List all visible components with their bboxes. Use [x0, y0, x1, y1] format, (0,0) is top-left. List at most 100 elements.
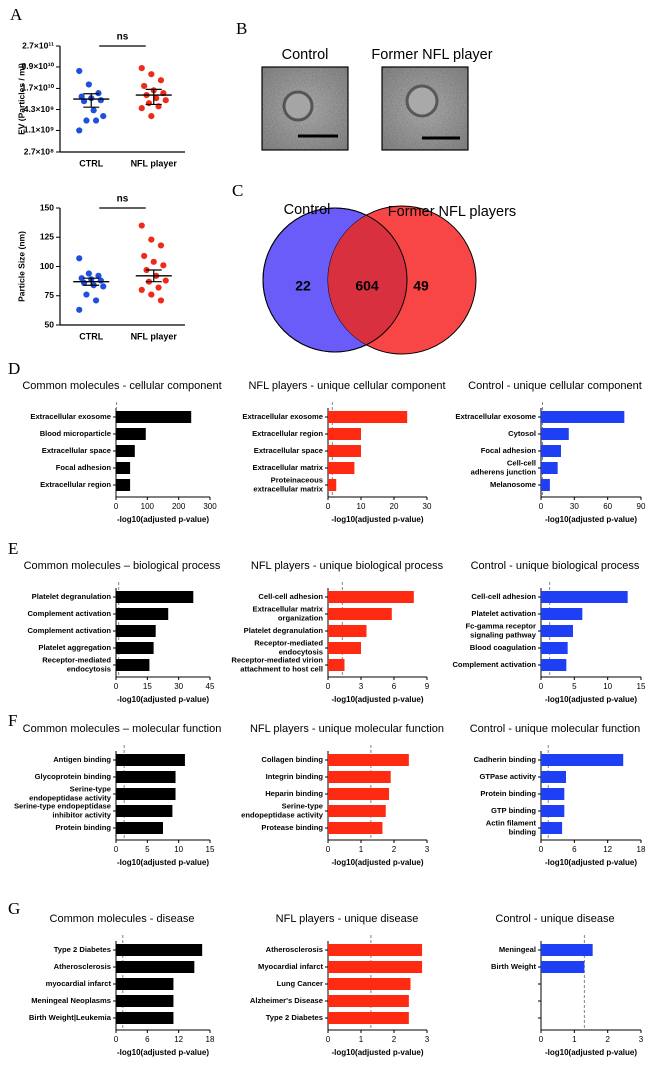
y-tick-label: Serine-type endopeptidase activity [241, 802, 324, 820]
bar [541, 591, 628, 603]
y-tick-label: Extracellular exosome [30, 412, 111, 421]
y-tick-label: 150 [40, 202, 54, 212]
y-tick-label: Protein binding [55, 823, 111, 832]
bar [116, 944, 203, 956]
panel-letter: B [236, 19, 247, 38]
y-tick-label: 100 [40, 261, 54, 271]
x-axis-label: -log10(adjusted p-value) [117, 858, 209, 867]
micrograph [261, 66, 349, 151]
bar [541, 961, 585, 973]
data-point [141, 82, 148, 90]
y-tick-label: Birth Weight [491, 962, 536, 971]
y-tick-label: Platelet degranulation [32, 592, 112, 601]
venn-count: 49 [413, 278, 429, 294]
label-line: Receptor-mediated [42, 656, 111, 665]
bar [116, 642, 154, 654]
data-point [148, 291, 155, 298]
x-tick-label: 60 [603, 502, 612, 511]
y-tick-label: Actin filament binding [486, 819, 537, 837]
bar [541, 642, 568, 654]
error-bar [83, 277, 100, 286]
x-tick-label: 10 [174, 845, 183, 854]
bar [116, 754, 185, 766]
data-point [78, 275, 85, 282]
x-axis-label: -log10(adjusted p-value) [331, 515, 423, 524]
label-line: Actin filament [486, 819, 537, 828]
y-tick-label: Integrin binding [266, 772, 324, 781]
bar [328, 771, 391, 783]
x-tick-label: CTRL [79, 158, 103, 168]
x-tick-label: 0 [114, 502, 119, 511]
bar [541, 445, 561, 457]
bar [328, 805, 386, 817]
y-tick-label: Alzheimer's Disease [250, 996, 323, 1005]
bar [116, 428, 146, 440]
data-point [150, 258, 157, 265]
data-point [162, 97, 169, 104]
x-tick-label: 5 [145, 845, 150, 854]
label-line: adherens junction [471, 468, 537, 477]
bar [116, 805, 173, 817]
y-tick-label: 4.3×10⁹ [24, 104, 54, 114]
data-point [141, 252, 148, 260]
x-tick-label: 1 [359, 845, 364, 854]
y-tick-label: Blood microparticle [40, 429, 111, 438]
bar [328, 625, 367, 637]
y-tick-label: 1.1×10⁹ [24, 125, 54, 135]
y-tick-label: Atherosclerosis [266, 945, 323, 954]
bar [541, 788, 565, 800]
y-tick-label: Extracellular space [254, 446, 323, 455]
bar [541, 625, 573, 637]
y-tick-label: Extracellular region [252, 429, 323, 438]
y-tick-label: Proteinaceous extracellular matrix [253, 476, 323, 494]
panel-letter: A [10, 5, 23, 24]
data-point [145, 100, 153, 107]
y-tick-label: Meningeal Neoplasms [31, 996, 111, 1005]
x-tick-label: 12 [174, 1035, 183, 1044]
y-tick-label: 75 [45, 290, 55, 300]
significance-label: ns [117, 194, 129, 205]
data-point [92, 297, 100, 304]
x-tick-label: 2 [392, 845, 397, 854]
y-tick-label: Fc-gamma receptor signaling pathway [466, 622, 537, 640]
x-tick-label: 0 [326, 845, 331, 854]
label-line: endocytosis [67, 665, 111, 674]
x-axis-label: -log10(adjusted p-value) [117, 515, 209, 524]
data-point [85, 270, 92, 277]
data-point [97, 97, 104, 104]
panel-letter: G [8, 899, 20, 918]
micrograph [381, 66, 469, 151]
bar [541, 479, 550, 491]
y-tick-label: Extracellular exosome [242, 412, 323, 421]
y-tick-label: Cadherin binding [474, 755, 537, 764]
x-tick-label: 0 [326, 682, 331, 691]
x-tick-label: 0 [539, 845, 544, 854]
data-point [157, 297, 165, 304]
y-tick-label: Focal adhesion [56, 463, 112, 472]
panel-letter: F [8, 711, 17, 730]
y-tick-label: myocardial infarct [46, 979, 112, 988]
label-line: endopeptidase activity [241, 811, 324, 820]
x-tick-label: 6 [572, 845, 577, 854]
x-tick-label: 6 [392, 682, 397, 691]
y-tick-label: Blood coagulation [470, 643, 537, 652]
bar [116, 608, 169, 620]
bar [116, 822, 163, 834]
bar [328, 754, 409, 766]
venn-label: Former NFL players [388, 204, 516, 220]
x-tick-label: 9 [425, 682, 430, 691]
bar [328, 462, 355, 474]
data-point [76, 127, 83, 134]
x-tick-label: 0 [539, 682, 544, 691]
x-tick-label: 12 [603, 845, 612, 854]
x-tick-label: 3 [425, 1035, 430, 1044]
label-line: endocytosis [279, 648, 323, 657]
y-tick-label: Platelet degranulation [244, 626, 324, 635]
x-tick-label: 5 [572, 682, 577, 691]
y-tick-label: Myocardial infarct [258, 962, 323, 971]
data-point [95, 90, 102, 97]
y-tick-label: Glycoprotein binding [35, 772, 112, 781]
data-point [85, 81, 92, 88]
